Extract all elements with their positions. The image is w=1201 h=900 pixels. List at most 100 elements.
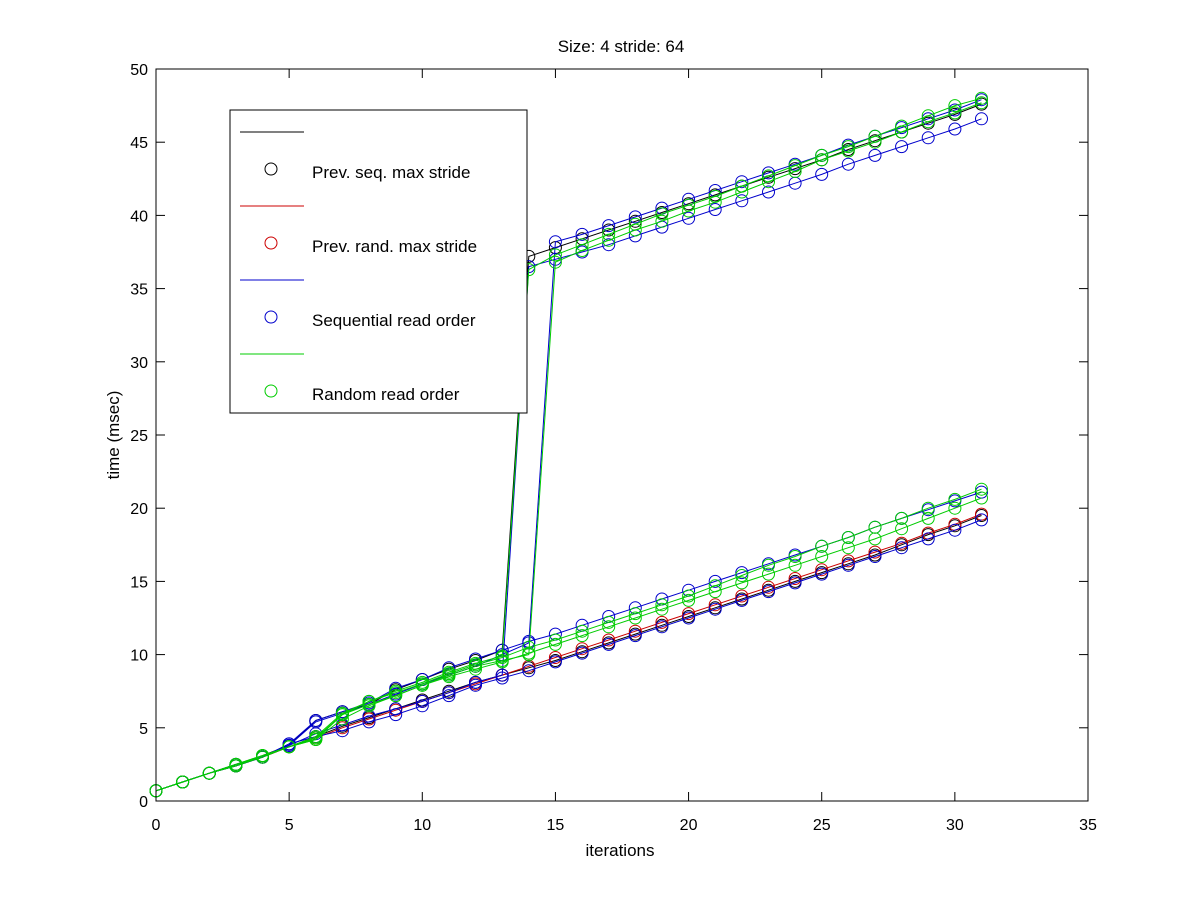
data-point xyxy=(762,185,775,199)
data-point xyxy=(335,706,349,720)
data-point xyxy=(389,684,403,698)
data-point xyxy=(469,678,482,692)
data-point xyxy=(229,757,243,771)
data-point xyxy=(895,522,909,536)
data-point xyxy=(602,633,616,647)
y-tick-label: 25 xyxy=(130,428,148,445)
data-point xyxy=(762,169,775,183)
data-point xyxy=(682,607,696,621)
data-point xyxy=(895,541,909,555)
data-point xyxy=(868,129,882,143)
data-point xyxy=(841,140,855,154)
data-point xyxy=(602,223,616,237)
data-point xyxy=(895,536,909,550)
data-point xyxy=(628,629,642,643)
data-point xyxy=(442,689,456,703)
data-point xyxy=(708,189,722,203)
data-point xyxy=(735,569,749,582)
chart-title: Size: 4 stride: 64 xyxy=(558,37,685,56)
data-point xyxy=(682,589,696,603)
data-point xyxy=(655,615,669,629)
data-point xyxy=(762,567,775,581)
series-line xyxy=(155,97,982,792)
data-point xyxy=(602,219,616,233)
data-point xyxy=(948,103,962,117)
data-point xyxy=(708,579,722,593)
x-axis-label: iterations xyxy=(586,841,655,860)
data-point xyxy=(868,148,882,162)
data-point xyxy=(921,532,935,546)
legend-label: Sequential read order xyxy=(312,311,476,330)
x-tick-label: 15 xyxy=(547,817,565,834)
legend-marker xyxy=(264,162,278,176)
data-point xyxy=(762,166,775,180)
data-point xyxy=(948,106,962,120)
data-point xyxy=(548,248,562,262)
data-point xyxy=(655,207,669,221)
y-tick-label: 5 xyxy=(139,721,148,738)
data-point xyxy=(522,664,536,678)
data-point xyxy=(841,558,855,572)
data-point xyxy=(548,633,562,647)
data-point xyxy=(921,131,935,145)
data-point xyxy=(841,554,855,568)
x-tick-label: 30 xyxy=(946,817,964,834)
legend: Prev. seq. max stride Prev. rand. max str… xyxy=(229,109,528,414)
data-point xyxy=(841,157,855,171)
series-10 xyxy=(149,91,988,798)
data-point xyxy=(415,694,429,708)
data-point xyxy=(628,214,642,228)
data-point xyxy=(948,492,962,506)
data-point xyxy=(602,615,616,629)
data-point xyxy=(495,668,509,682)
data-point xyxy=(628,210,642,224)
data-point xyxy=(735,194,749,208)
x-tick-label: 20 xyxy=(680,817,698,834)
data-point xyxy=(442,686,456,700)
data-point xyxy=(628,624,642,638)
data-point xyxy=(176,775,190,789)
legend-marker xyxy=(264,310,278,324)
data-point xyxy=(362,712,376,726)
data-point xyxy=(469,675,482,689)
data-point xyxy=(788,572,802,585)
data-point xyxy=(921,511,935,525)
data-point xyxy=(815,550,829,563)
data-point xyxy=(895,511,909,525)
data-point xyxy=(256,749,269,763)
data-point xyxy=(548,651,562,664)
data-point xyxy=(575,646,589,660)
data-point xyxy=(575,624,589,638)
data-point xyxy=(575,227,589,241)
data-point xyxy=(655,602,669,616)
data-point xyxy=(762,558,775,572)
data-point xyxy=(708,602,722,616)
data-point xyxy=(602,620,616,634)
data-point xyxy=(975,112,988,126)
data-point xyxy=(708,203,722,216)
legend-label: Prev. seq. max stride xyxy=(312,163,470,182)
y-tick-label: 50 xyxy=(130,62,148,79)
data-point xyxy=(282,740,296,754)
data-point xyxy=(628,607,642,621)
data-point xyxy=(762,585,775,599)
data-point xyxy=(602,637,616,651)
legend-box xyxy=(229,109,528,414)
data-point xyxy=(362,694,376,708)
y-tick-label: 15 xyxy=(130,574,148,591)
legend-entries: Prev. seq. max stride Prev. rand. max str… xyxy=(240,131,477,404)
data-point xyxy=(202,766,216,780)
x-tick-label: 35 xyxy=(1079,817,1097,834)
data-point xyxy=(655,598,669,612)
y-tick-label: 10 xyxy=(130,648,148,665)
data-point xyxy=(628,217,642,231)
x-tick-label: 25 xyxy=(813,817,831,834)
data-point xyxy=(309,715,323,729)
data-point xyxy=(841,541,855,555)
data-point xyxy=(895,140,909,154)
data-point xyxy=(788,576,802,590)
data-point xyxy=(921,112,935,126)
data-point xyxy=(735,566,749,580)
data-point xyxy=(921,501,935,515)
